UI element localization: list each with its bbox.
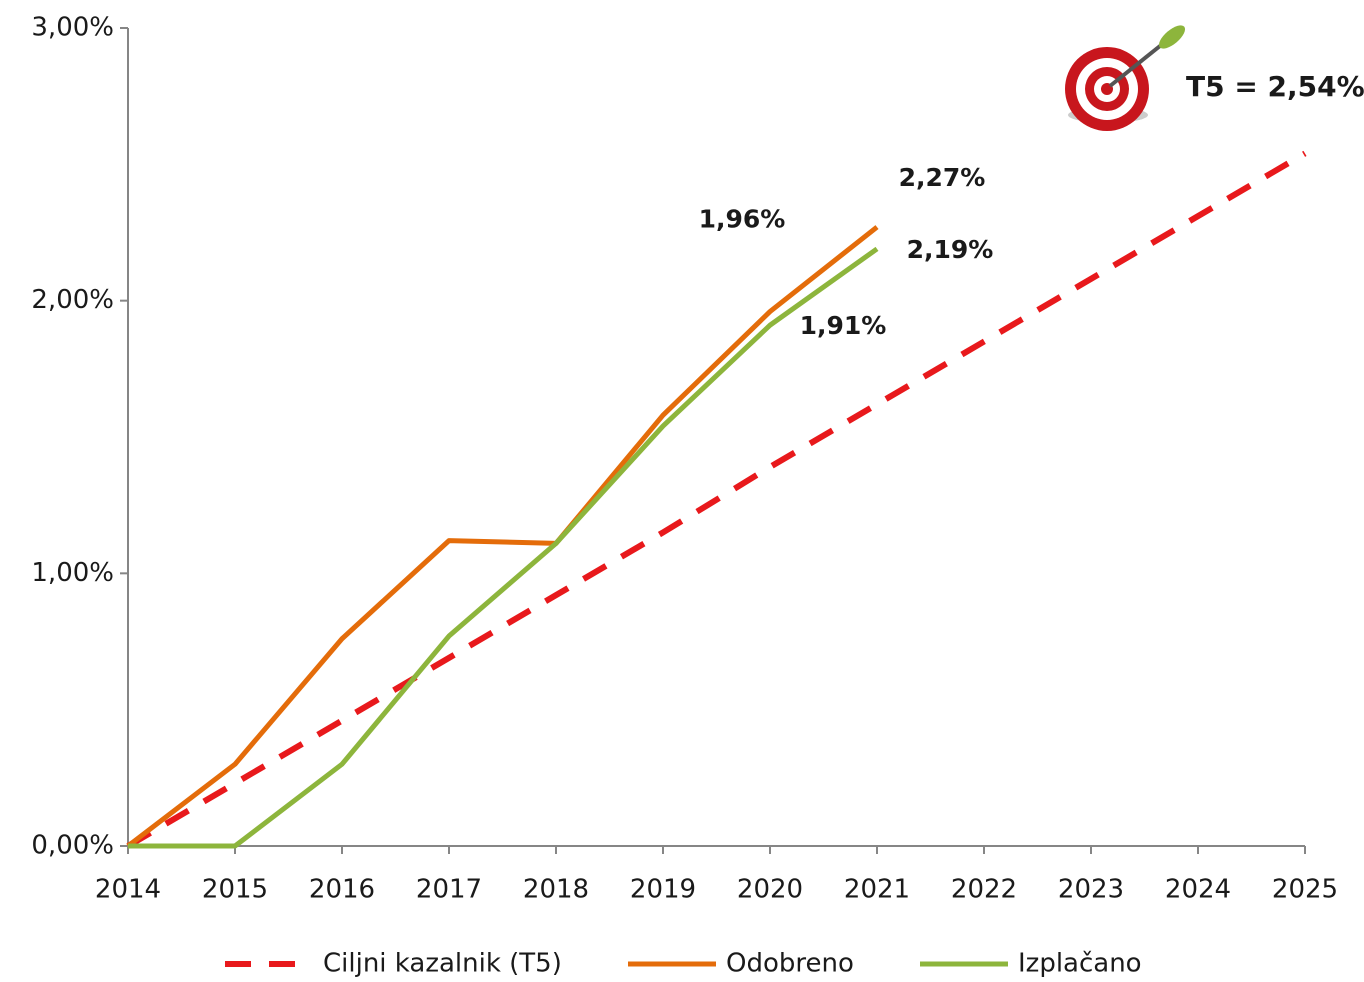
x-tick-label: 2016	[309, 875, 375, 905]
legend-label: Izplačano	[1018, 949, 1142, 979]
series-line	[128, 246, 879, 849]
data-label: 2,27%	[899, 163, 986, 192]
y-tick-label: 0,00%	[31, 831, 114, 861]
y-tick-label: 1,00%	[31, 558, 114, 588]
data-label: 1,91%	[800, 311, 887, 340]
x-tick-label: 2024	[1165, 875, 1231, 905]
x-tick-label: 2022	[951, 875, 1017, 905]
x-tick-label: 2021	[844, 875, 910, 905]
y-tick-label: 3,00%	[31, 13, 114, 43]
x-tick-label: 2020	[737, 875, 803, 905]
x-tick-label: 2025	[1272, 875, 1338, 905]
data-label: 2,19%	[907, 235, 994, 264]
target-icon	[1065, 25, 1186, 131]
annotation: T5 = 2,54%	[1186, 70, 1364, 103]
data-label: 1,96%	[699, 205, 786, 234]
x-tick-label: 2017	[416, 875, 482, 905]
legend-label: Odobreno	[726, 949, 854, 979]
x-tick-label: 2019	[630, 875, 696, 905]
x-tick-label: 2018	[523, 875, 589, 905]
x-tick-label: 2023	[1058, 875, 1124, 905]
series-line	[126, 150, 1307, 849]
series-line	[126, 225, 879, 848]
x-tick-label: 2014	[95, 875, 161, 905]
x-tick-label: 2015	[202, 875, 268, 905]
y-tick-label: 2,00%	[31, 285, 114, 315]
legend-label: Ciljni kazalnik (T5)	[323, 949, 562, 979]
